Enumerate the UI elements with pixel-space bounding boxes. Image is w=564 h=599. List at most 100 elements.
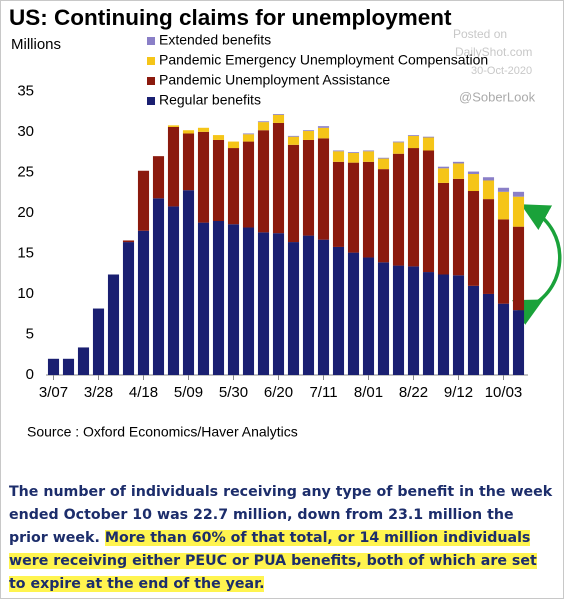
bar-segment bbox=[242, 141, 255, 228]
bar-segment bbox=[362, 161, 375, 258]
bar-segment bbox=[272, 114, 285, 115]
y-tick-label: 0 bbox=[26, 366, 34, 383]
x-tick-label: 3/28 bbox=[84, 384, 113, 401]
source: Source : Oxford Economics/Haver Analytic… bbox=[27, 424, 298, 440]
bar-segment bbox=[257, 130, 270, 233]
bar-segment bbox=[452, 163, 465, 179]
bar-segment bbox=[257, 122, 270, 131]
bar-segment bbox=[137, 170, 150, 231]
bar-segment bbox=[347, 152, 360, 153]
bar-segment bbox=[437, 274, 450, 375]
bar-segment bbox=[227, 148, 240, 225]
bar-segment bbox=[152, 156, 165, 199]
legend-swatch bbox=[147, 37, 155, 45]
bar-segment bbox=[392, 153, 405, 266]
y-tick-label: 20 bbox=[17, 204, 34, 221]
bar-segment bbox=[332, 151, 345, 162]
bar-segment bbox=[377, 158, 390, 170]
bar-segment bbox=[482, 199, 495, 294]
bar-segment bbox=[422, 136, 435, 138]
arrow bbox=[512, 204, 562, 325]
bar-segment bbox=[407, 135, 420, 136]
legend-label: Pandemic Emergency Unemployment Compensa… bbox=[159, 52, 488, 68]
bar-segment bbox=[302, 131, 315, 140]
legend-swatch bbox=[147, 57, 155, 65]
bar-segment bbox=[512, 226, 525, 311]
y-tick-label: 10 bbox=[17, 285, 34, 302]
legend-label: Regular benefits bbox=[159, 92, 261, 108]
bar-segment bbox=[362, 257, 375, 375]
legend-swatch bbox=[147, 97, 155, 105]
bar-segment bbox=[392, 142, 405, 154]
y-tick-label: 15 bbox=[17, 244, 34, 261]
bar-segment bbox=[467, 285, 480, 375]
bar-segment bbox=[422, 150, 435, 273]
bar-segment bbox=[302, 235, 315, 375]
bar-segment bbox=[392, 141, 405, 143]
watermark: Posted on bbox=[453, 27, 507, 41]
bar-segment bbox=[272, 114, 285, 123]
watermark: 30-Oct-2020 bbox=[471, 65, 532, 77]
bar-segment bbox=[182, 190, 195, 375]
bar-segment bbox=[227, 224, 240, 375]
bar-segment bbox=[497, 191, 510, 220]
bar-segment bbox=[77, 347, 90, 375]
bar-segment bbox=[212, 135, 225, 140]
bar-segment bbox=[92, 308, 105, 375]
bar-segment bbox=[197, 131, 210, 223]
bar-segment bbox=[257, 232, 270, 375]
bar-segment bbox=[107, 274, 120, 375]
bar-segment bbox=[332, 246, 345, 375]
bar-segment bbox=[512, 196, 525, 227]
bar-segment bbox=[482, 293, 495, 375]
bar-segment bbox=[362, 150, 375, 152]
bar-segment bbox=[467, 173, 480, 192]
bar-segment bbox=[467, 171, 480, 174]
bar-segment bbox=[467, 191, 480, 286]
chart: US: Continuing claims for unemployment M… bbox=[9, 5, 562, 440]
bar-segment bbox=[287, 135, 300, 137]
watermark: DailyShot.com bbox=[455, 45, 532, 59]
bar-segment bbox=[242, 133, 255, 135]
bar-segment bbox=[512, 310, 525, 375]
x-tick-label: 7/11 bbox=[309, 384, 337, 401]
legend-label: Pandemic Unemployment Assistance bbox=[159, 72, 390, 88]
chart-title: US: Continuing claims for unemployment bbox=[9, 5, 452, 30]
bar-segment bbox=[167, 125, 180, 127]
bar-segment bbox=[182, 130, 195, 134]
y-tick-label: 5 bbox=[26, 325, 34, 342]
legend-label: Extended benefits bbox=[159, 32, 271, 48]
bar-segment bbox=[287, 144, 300, 243]
bar-segment bbox=[437, 166, 450, 169]
bar-segment bbox=[377, 262, 390, 375]
x-tick-label: 10/03 bbox=[485, 384, 523, 401]
bar-segment bbox=[62, 358, 75, 375]
bar-segment bbox=[197, 222, 210, 375]
y-tick-label: 35 bbox=[17, 82, 34, 99]
bar-segment bbox=[152, 198, 165, 375]
bar-segment bbox=[317, 138, 330, 240]
bar-segment bbox=[302, 130, 315, 132]
bar-segment bbox=[332, 161, 345, 247]
bar-segment bbox=[362, 151, 375, 162]
bar-segment bbox=[302, 139, 315, 236]
x-tick-label: 6/20 bbox=[264, 384, 293, 401]
bar-segment bbox=[122, 240, 135, 243]
bar-segment bbox=[332, 150, 345, 152]
bar-segment bbox=[347, 152, 360, 163]
x-tick-label: 4/18 bbox=[129, 384, 158, 401]
bar-segment bbox=[257, 121, 270, 123]
bar-segment bbox=[317, 126, 330, 128]
bar-segment bbox=[422, 137, 435, 151]
bar-segment bbox=[377, 157, 390, 159]
bar-segment bbox=[497, 187, 510, 192]
bar-segment bbox=[347, 162, 360, 253]
bar-segment bbox=[317, 239, 330, 375]
bar-segment bbox=[227, 141, 240, 149]
bar-segment bbox=[452, 161, 465, 164]
bar-segment bbox=[377, 169, 390, 263]
bar-segment bbox=[497, 303, 510, 375]
x-tick-label: 3/07 bbox=[39, 384, 68, 401]
bar-segment bbox=[272, 233, 285, 375]
